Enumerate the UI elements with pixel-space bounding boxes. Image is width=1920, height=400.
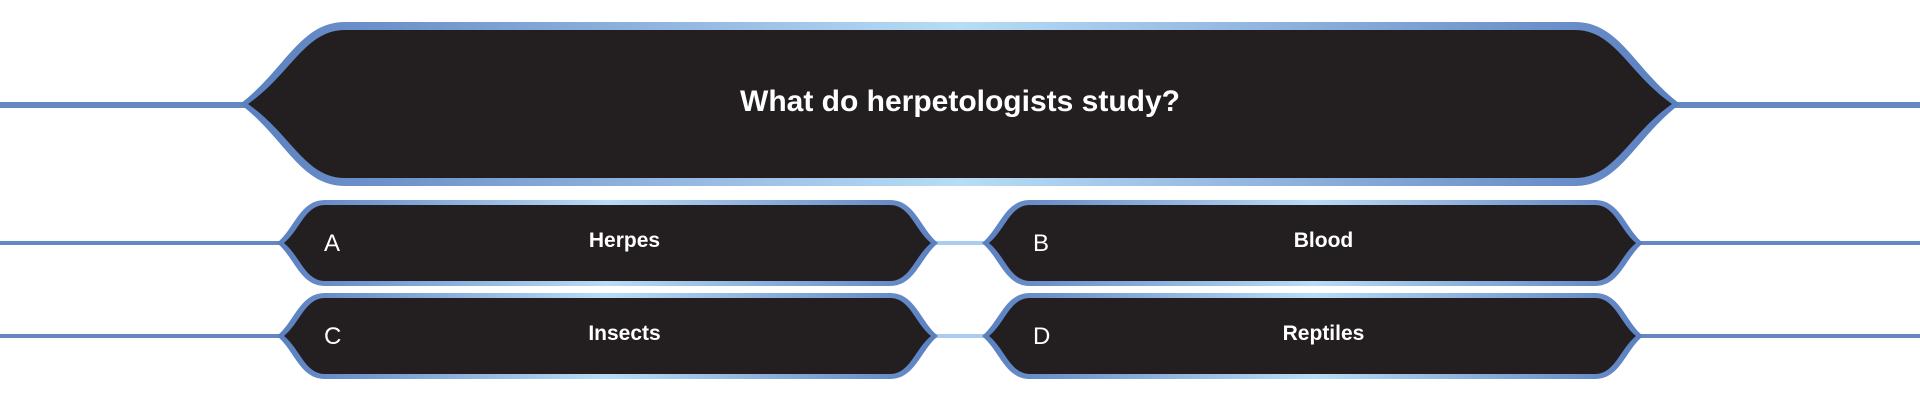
- answer-b-panel: [989, 205, 1636, 281]
- question-line-left: [0, 102, 245, 108]
- answer-a-letter: A: [324, 230, 341, 257]
- row1-line-left: [0, 241, 285, 245]
- question-line-right: [1675, 102, 1920, 108]
- answer-c-button[interactable]: C Insects: [284, 298, 931, 374]
- answer-b-letter: B: [1033, 230, 1050, 257]
- answer-d-text: Reptiles: [1282, 322, 1365, 345]
- question-panel: [248, 30, 1672, 178]
- answer-c-letter: C: [324, 323, 342, 350]
- row1-line-right: [1635, 241, 1920, 245]
- answer-b-button[interactable]: B Blood: [989, 205, 1636, 281]
- answer-d-button[interactable]: D Reptiles: [989, 298, 1636, 374]
- answer-a-button[interactable]: A Herpes: [284, 205, 931, 281]
- answer-c-panel: [284, 298, 931, 374]
- row2-line-left: [0, 334, 285, 338]
- row2-line-right: [1635, 334, 1920, 338]
- answer-d-panel: [989, 298, 1636, 374]
- answer-d-letter: D: [1033, 323, 1051, 350]
- answer-a-panel: [284, 205, 931, 281]
- question-text: What do herpetologists study?: [740, 85, 1180, 118]
- answer-b-text: Blood: [1293, 229, 1354, 252]
- answer-c-text: Insects: [588, 322, 661, 345]
- row2-line-middle: [925, 334, 995, 338]
- answer-a-text: Herpes: [588, 229, 661, 252]
- row1-line-middle: [925, 241, 995, 245]
